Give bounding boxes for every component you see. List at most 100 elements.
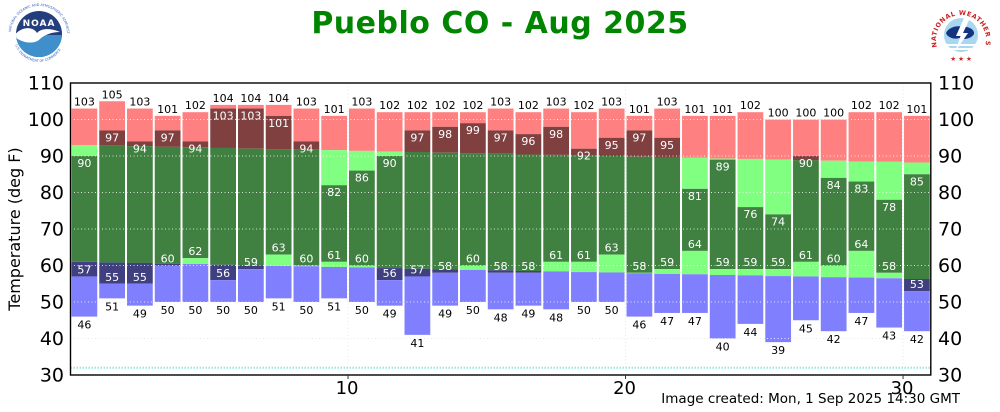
svg-text:46: 46 xyxy=(632,319,646,332)
svg-text:96: 96 xyxy=(521,135,535,148)
svg-text:74: 74 xyxy=(771,215,785,228)
day-24-bar xyxy=(709,115,736,339)
day-30-bar xyxy=(876,112,903,328)
noaa-seagull-icon xyxy=(16,28,60,43)
svg-text:90: 90 xyxy=(40,146,64,168)
svg-text:56: 56 xyxy=(383,267,397,280)
day-6-bar xyxy=(210,104,237,302)
nws-lightning-bolt-icon xyxy=(955,18,970,52)
svg-text:50: 50 xyxy=(40,292,64,314)
svg-text:103: 103 xyxy=(240,110,261,123)
svg-text:100: 100 xyxy=(28,109,64,131)
svg-text:30: 30 xyxy=(40,365,64,387)
svg-text:110: 110 xyxy=(28,73,64,95)
svg-text:94: 94 xyxy=(299,142,313,155)
day-19-bar xyxy=(571,112,597,302)
svg-text:103: 103 xyxy=(213,110,234,123)
svg-text:101: 101 xyxy=(684,103,705,116)
noaa-logo: NOAA NATIONAL OCEANIC AND ATMOSPHERIC AD… xyxy=(8,3,70,63)
svg-text:53: 53 xyxy=(910,278,924,291)
svg-text:44: 44 xyxy=(743,326,757,339)
svg-text:58: 58 xyxy=(438,260,452,273)
svg-text:59: 59 xyxy=(771,256,785,269)
svg-text:105: 105 xyxy=(102,88,123,101)
svg-text:102: 102 xyxy=(518,99,539,112)
page-title: Pueblo CO - Aug 2025 xyxy=(311,6,689,41)
day-27-bar xyxy=(793,119,819,321)
svg-text:104: 104 xyxy=(268,92,289,105)
svg-text:60: 60 xyxy=(827,253,841,266)
svg-text:55: 55 xyxy=(133,271,147,284)
noaa-wordmark: NOAA xyxy=(23,19,56,29)
day-23-bar xyxy=(682,115,708,313)
svg-text:101: 101 xyxy=(712,103,733,116)
svg-text:40: 40 xyxy=(40,328,64,350)
value-labels: 103 90 57 46 105 97 55 51 103 94 55 49 101 97 60 50 102 9… xyxy=(74,88,928,357)
svg-text:100: 100 xyxy=(938,109,974,131)
svg-text:50: 50 xyxy=(188,304,202,317)
day-21-bar xyxy=(626,115,653,317)
svg-text:102: 102 xyxy=(435,99,456,112)
svg-text:30: 30 xyxy=(938,365,962,387)
svg-text:55: 55 xyxy=(105,271,119,284)
svg-text:63: 63 xyxy=(605,242,619,255)
day-20-bar xyxy=(598,108,625,302)
svg-text:90: 90 xyxy=(799,157,813,170)
svg-text:48: 48 xyxy=(494,311,508,324)
svg-text:101: 101 xyxy=(157,103,178,116)
svg-text:103: 103 xyxy=(74,96,95,109)
svg-text:98: 98 xyxy=(549,128,563,141)
svg-text:102: 102 xyxy=(573,99,594,112)
svg-text:64: 64 xyxy=(854,238,868,251)
svg-text:49: 49 xyxy=(521,308,535,321)
svg-text:84: 84 xyxy=(827,179,841,192)
svg-text:50: 50 xyxy=(299,304,313,317)
nws-logo: NATIONAL WEATHER SERVICE ★ ★ ★ xyxy=(929,1,992,65)
svg-text:60: 60 xyxy=(355,253,369,266)
svg-text:97: 97 xyxy=(105,131,119,144)
day-28-bar xyxy=(820,119,847,332)
x-axis-labels: 10 20 30 xyxy=(336,375,914,399)
svg-text:102: 102 xyxy=(185,99,206,112)
svg-text:89: 89 xyxy=(716,161,730,174)
svg-text:99: 99 xyxy=(466,124,480,137)
svg-text:100: 100 xyxy=(768,107,789,120)
day-31-bar xyxy=(904,115,930,332)
svg-text:78: 78 xyxy=(882,201,896,214)
y-axis-labels: 110 110 100 100 90 90 80 80 70 70 60 60 50 50 40 40 30 30 xyxy=(28,73,975,387)
svg-text:97: 97 xyxy=(494,131,508,144)
day-10-bar xyxy=(321,115,348,299)
svg-text:40: 40 xyxy=(716,341,730,354)
svg-text:41: 41 xyxy=(410,337,424,350)
svg-text:90: 90 xyxy=(383,157,397,170)
day-25-bar xyxy=(737,112,764,324)
svg-text:102: 102 xyxy=(407,99,428,112)
svg-text:101: 101 xyxy=(629,103,650,116)
svg-text:59: 59 xyxy=(716,256,730,269)
svg-text:102: 102 xyxy=(740,99,761,112)
svg-text:58: 58 xyxy=(632,260,646,273)
svg-text:101: 101 xyxy=(906,103,927,116)
svg-text:60: 60 xyxy=(938,255,962,277)
svg-text:86: 86 xyxy=(355,172,369,185)
svg-text:61: 61 xyxy=(799,249,813,262)
svg-text:50: 50 xyxy=(244,304,258,317)
svg-text:62: 62 xyxy=(188,245,202,258)
svg-text:70: 70 xyxy=(938,219,962,241)
svg-text:60: 60 xyxy=(299,253,313,266)
svg-text:94: 94 xyxy=(133,142,147,155)
svg-text:50: 50 xyxy=(216,304,230,317)
svg-text:59: 59 xyxy=(660,256,674,269)
svg-text:58: 58 xyxy=(521,260,535,273)
svg-text:58: 58 xyxy=(494,260,508,273)
svg-text:59: 59 xyxy=(743,256,757,269)
svg-text:59: 59 xyxy=(244,256,258,269)
svg-text:104: 104 xyxy=(213,92,234,105)
day-22-bar xyxy=(654,108,681,313)
svg-text:92: 92 xyxy=(577,150,591,163)
svg-text:83: 83 xyxy=(854,183,868,196)
svg-text:30: 30 xyxy=(891,378,914,399)
svg-text:102: 102 xyxy=(851,99,872,112)
